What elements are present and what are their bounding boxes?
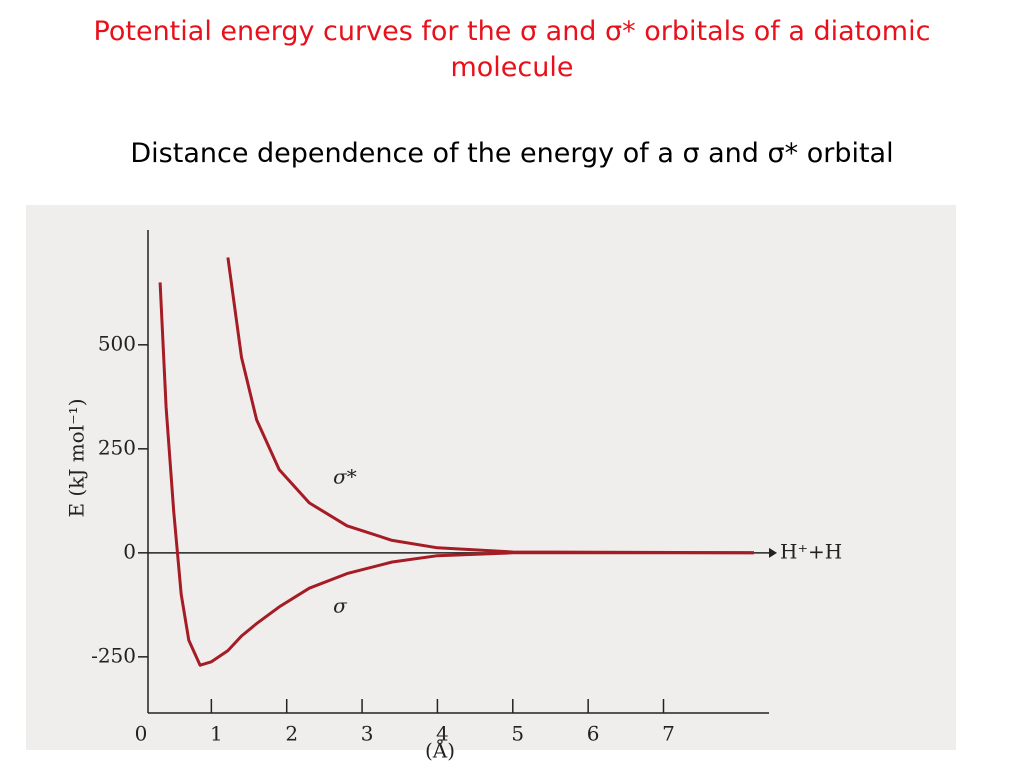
annotation: H⁺+H (780, 540, 842, 564)
y-tick-label: 500 (98, 331, 136, 355)
x-tick-label: 2 (285, 722, 298, 746)
curve (158, 282, 754, 667)
x-tick-label: 0 (135, 722, 148, 746)
slide-subtitle: Distance dependence of the energy of a σ… (130, 138, 894, 169)
y-axis-label: E (kJ mol⁻¹) (65, 398, 89, 517)
x-tick-label: 1 (210, 722, 223, 746)
x-tick-label: 6 (587, 722, 600, 746)
slide-title: Potential energy curves for the σ and σ*… (93, 16, 931, 83)
curve (226, 257, 754, 555)
y-tick-label: 0 (123, 539, 136, 563)
x-tick-label: 4 (436, 722, 449, 746)
y-tick-label: -250 (91, 643, 136, 667)
x-tick-label: 3 (361, 722, 374, 746)
y-tick-label: 250 (98, 435, 136, 459)
figure-background (26, 205, 956, 750)
x-tick-label: 5 (511, 722, 524, 746)
x-tick-label: 7 (662, 722, 675, 746)
x-axis-label: (Å) (425, 738, 455, 763)
series-label: σ* (333, 464, 357, 488)
series-label: σ (333, 593, 348, 617)
arrow-head (769, 547, 777, 558)
